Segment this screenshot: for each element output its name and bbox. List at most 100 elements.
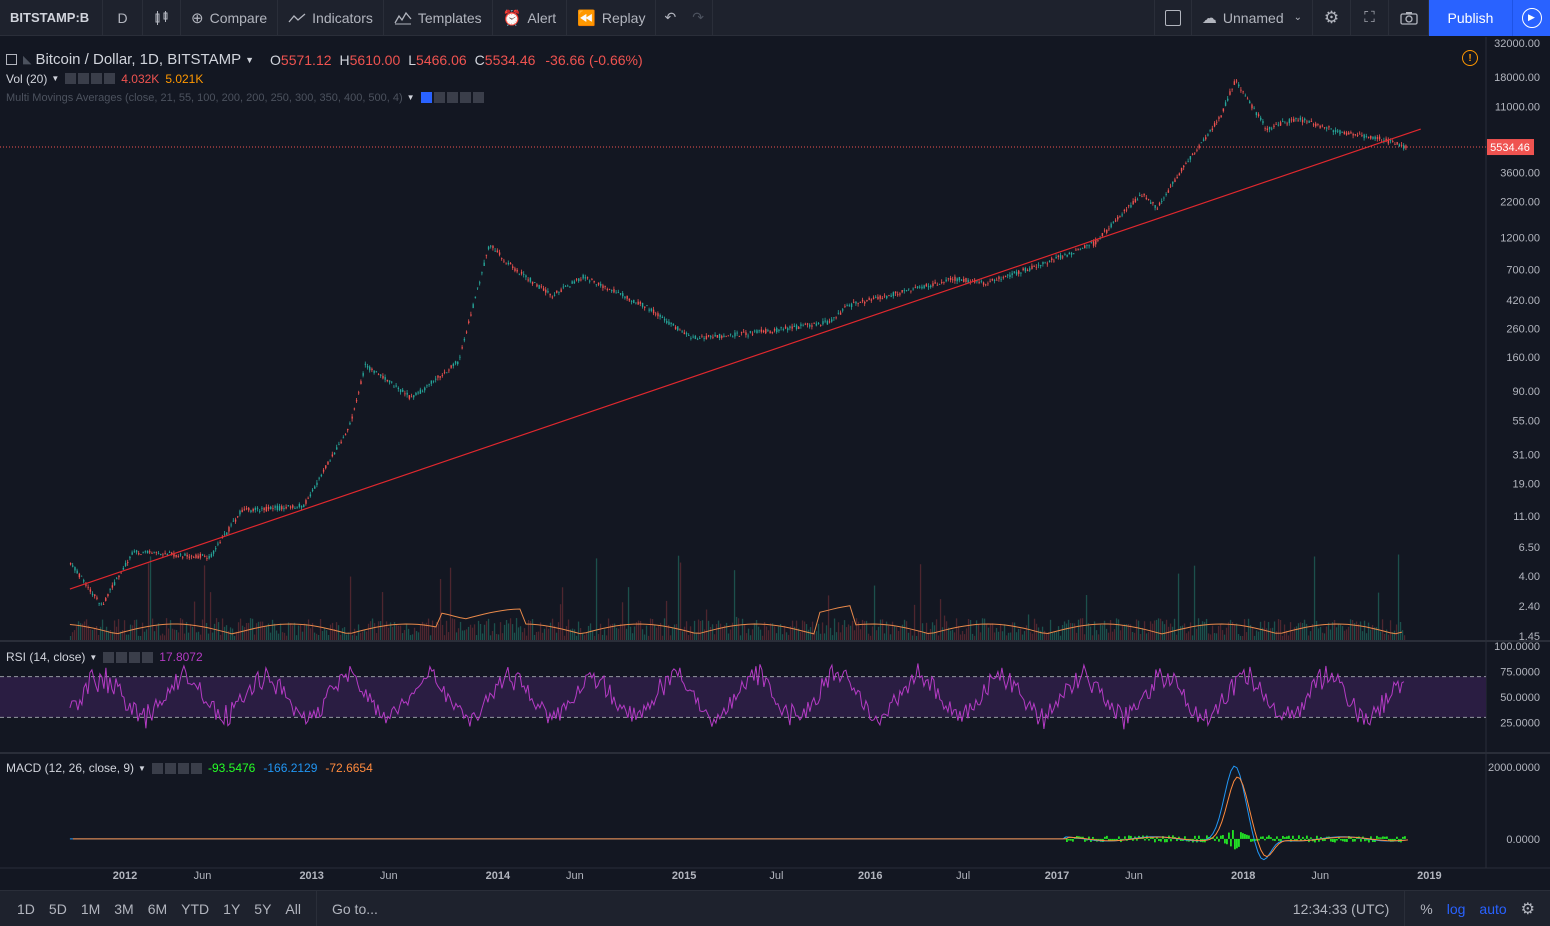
candle-body [582,274,584,279]
volume-bar [153,631,156,640]
close-icon[interactable] [142,651,154,663]
alert-button[interactable]: ⏰ Alert [493,0,568,36]
close-icon[interactable] [472,92,484,103]
volume-bar [1227,622,1230,640]
macd-histogram-bar [1388,838,1390,841]
templates-button[interactable]: Templates [384,0,493,36]
candle-body [1385,138,1387,142]
volume-bar [943,615,946,640]
gear-icon[interactable] [78,73,90,84]
volume-label[interactable]: Vol (20) [6,71,48,86]
plus-icon[interactable] [177,762,189,774]
volume-bar [571,628,574,640]
replay-play-button[interactable]: ▶ [1512,0,1550,36]
macd-label[interactable]: MACD (12, 26, close, 9) [6,761,135,775]
close-icon[interactable] [104,73,116,84]
source-icon[interactable] [446,92,458,103]
volume-bar [815,631,818,640]
candle-body [1244,95,1247,97]
log-toggle[interactable]: log [1446,900,1466,917]
macd-histogram-bar [1278,838,1280,841]
auto-toggle[interactable]: auto [1479,900,1507,917]
plus-icon[interactable] [91,73,103,84]
eye-icon[interactable] [65,73,77,84]
percent-toggle[interactable]: % [1420,900,1433,917]
macd-chevron-icon[interactable]: ▼ [138,763,146,773]
fullscreen-button[interactable]: ⛶ [1351,0,1389,36]
range-all[interactable]: All [285,900,301,917]
symbol-search[interactable]: BITSTAMP:B [0,0,103,36]
rsi-label[interactable]: RSI (14, close) [6,650,86,664]
plus-icon[interactable] [459,92,471,103]
candle-body [118,575,120,578]
candle-body [542,288,545,291]
ma-chevron-icon[interactable]: ▼ [406,93,415,102]
chart-canvas[interactable]: 32000.0018000.0011000.003600.002200.0012… [0,37,1550,890]
symbol-title[interactable]: Bitcoin / Dollar, 1D, BITSTAMP [35,51,242,68]
settings-button[interactable]: ⚙ [1313,0,1351,36]
range-1m[interactable]: 1M [80,900,101,917]
undo-button[interactable]: ↶ [656,0,684,36]
layout-name-button[interactable]: ☁ Unnamed ⌄ [1192,0,1313,36]
plus-icon[interactable] [129,651,141,663]
interval-button[interactable]: D [103,0,143,36]
range-3m[interactable]: 3M [114,900,134,917]
chart-area[interactable]: 32000.00 18000.00 11000.00 3600.00 2200.00 12… [0,37,1550,890]
volume-chevron-icon[interactable]: ▼ [51,74,60,83]
rsi-controls[interactable] [103,651,154,663]
gear-icon[interactable] [116,651,128,663]
volume-bar [1173,618,1176,640]
volume-bar [717,620,720,640]
ma-label[interactable]: Multi Movings Averages (close, 21, 55, 1… [6,91,403,104]
range-5y[interactable]: 5Y [254,900,272,917]
volume-ma-value: 5.021K [165,71,204,86]
volume-bar [911,635,914,640]
volume-bar [561,587,564,640]
candle-body [1403,145,1405,149]
gear-icon[interactable] [164,762,176,774]
fullscreen-layout-button[interactable] [1153,0,1192,36]
candle-body [716,335,719,338]
eye-icon[interactable] [151,762,163,774]
candle-body [597,282,600,285]
replay-button[interactable]: ⏪ Replay [567,0,657,36]
gear-icon[interactable] [433,92,445,103]
candle-body [459,356,461,358]
candle-body [331,454,334,457]
range-1d[interactable]: 1D [17,900,35,917]
redo-button[interactable]: ↷ [684,0,713,36]
candle-body [1246,98,1249,100]
eye-icon[interactable] [420,92,432,103]
macd-controls[interactable] [151,762,202,774]
warning-icon[interactable]: ! [1462,50,1478,66]
compare-button[interactable]: ⊕ Compare [181,0,279,36]
symbol-title-chevron-icon[interactable]: ▼ [245,54,255,65]
rsi-line [69,663,1405,730]
candle-body [1286,123,1288,125]
volume-bar [107,630,110,640]
chart-style-button[interactable] [143,0,181,36]
indicators-button[interactable]: Indicators [278,0,384,36]
range-ytd[interactable]: YTD [181,900,210,917]
volume-bar [765,626,768,640]
ma-controls[interactable] [420,92,484,103]
axis-settings-button[interactable]: ⚙ [1514,899,1542,919]
publish-button[interactable]: Publish [1429,0,1512,36]
candle-body [729,333,732,335]
close-icon[interactable] [190,762,202,774]
range-5d[interactable]: 5D [48,900,67,917]
candle-body [1073,253,1075,255]
goto-button[interactable]: Go to... [331,900,378,917]
eye-icon[interactable] [103,651,115,663]
candle-body [1044,262,1046,264]
rsi-chevron-icon[interactable]: ▼ [89,652,98,662]
snapshot-button[interactable] [1389,0,1429,36]
candle-body [872,297,875,299]
collapse-legend-icon[interactable] [6,54,17,65]
volume-bar [623,624,626,640]
candle-body [281,506,283,510]
clock[interactable]: 12:34:33 (UTC) [1292,900,1390,917]
range-1y[interactable]: 1Y [223,900,241,917]
range-6m[interactable]: 6M [147,900,168,917]
volume-controls[interactable] [65,73,116,84]
